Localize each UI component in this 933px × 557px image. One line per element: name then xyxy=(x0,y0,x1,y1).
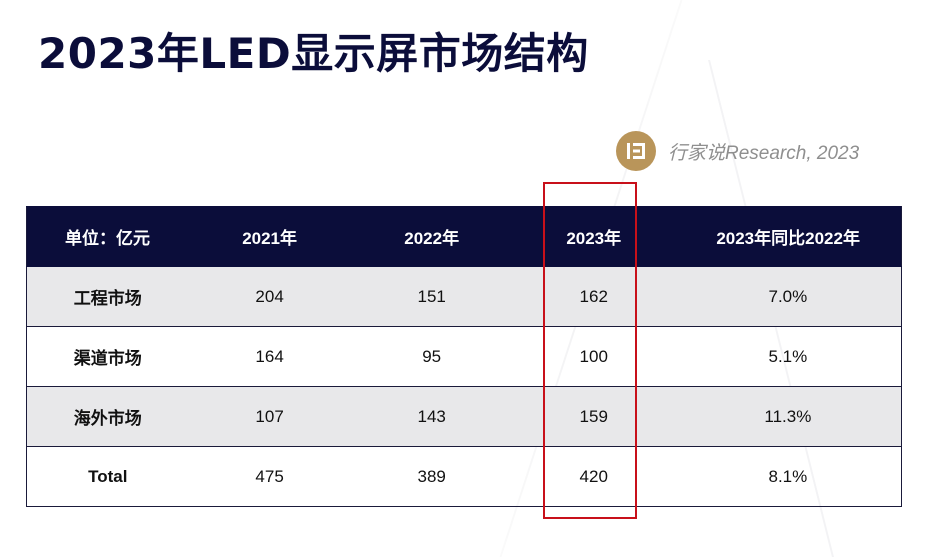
header-2022: 2022年 xyxy=(350,206,514,267)
table-row: 渠道市场 164 95 100 5.1% xyxy=(25,326,902,387)
table-cell: 420 xyxy=(512,446,675,507)
table-cell: 159 xyxy=(512,386,675,447)
row-label: 工程市场 xyxy=(25,266,189,327)
header-2021: 2021年 xyxy=(188,206,352,267)
table-cell: 95 xyxy=(350,326,513,387)
table-cell: 151 xyxy=(350,266,513,327)
table-cell: 204 xyxy=(188,266,351,327)
header-yoy: 2023年同比2022年 xyxy=(674,206,902,267)
table-header-row: 单位：亿元 2021年 2022年 2023年 2023年同比2022年 xyxy=(25,206,902,267)
row-label: 渠道市场 xyxy=(25,326,189,387)
table-cell: 162 xyxy=(512,266,675,327)
row-label: Total xyxy=(25,446,189,507)
table-cell: 389 xyxy=(350,446,513,507)
table-cell: 100 xyxy=(512,326,675,387)
page-title: 2023年LED显示屏市场结构 xyxy=(38,29,589,78)
table-row-total: Total 475 389 420 8.1% xyxy=(25,446,902,507)
source-text: 行家说Research, 2023 xyxy=(668,142,860,164)
table-cell: 475 xyxy=(188,446,351,507)
table-cell: 143 xyxy=(350,386,513,447)
header-unit: 单位：亿元 xyxy=(25,206,190,267)
market-structure-table: 单位：亿元 2021年 2022年 2023年 2023年同比2022年 工程市… xyxy=(25,206,902,507)
table-cell: 164 xyxy=(188,326,351,387)
table-row: 海外市场 107 143 159 11.3% xyxy=(25,386,902,447)
row-label: 海外市场 xyxy=(25,386,189,447)
source-attribution: 行家说Research, 2023 xyxy=(616,131,859,171)
table-cell: 7.0% xyxy=(674,266,902,327)
table-cell: 11.3% xyxy=(674,386,902,447)
table-cell: 8.1% xyxy=(674,446,902,507)
table-cell: 5.1% xyxy=(674,326,902,387)
table-row: 工程市场 204 151 162 7.0% xyxy=(25,266,902,327)
hangjiashuo-logo-icon xyxy=(616,131,656,171)
header-2023: 2023年 xyxy=(512,206,676,267)
table-cell: 107 xyxy=(188,386,351,447)
